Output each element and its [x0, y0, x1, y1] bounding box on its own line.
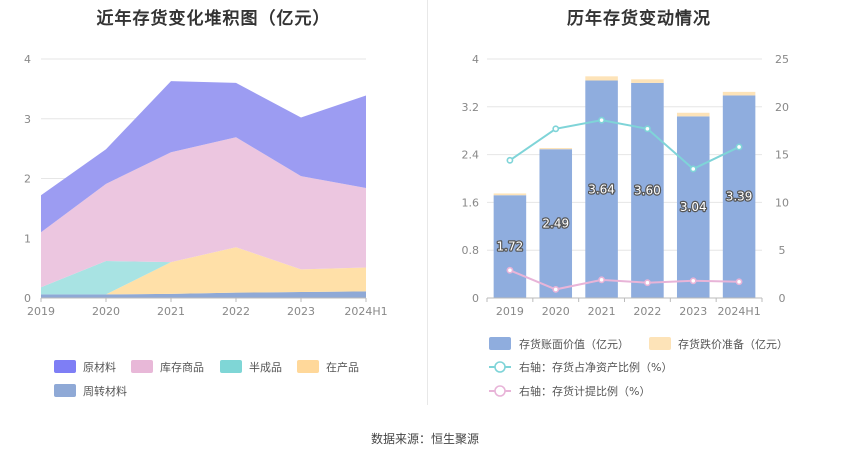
x-tick-label: 2023	[679, 305, 707, 318]
legend-swatch	[54, 384, 76, 397]
legend-label: 右轴：存货占净资产比例（%）	[519, 360, 672, 374]
line-point	[598, 116, 605, 124]
x-tick-label: 2022	[633, 305, 661, 318]
reserve-bar-2022	[631, 79, 664, 83]
line-point	[644, 279, 651, 287]
y-tick-label: 3.2	[462, 101, 480, 114]
area-在产品	[41, 247, 366, 295]
legend-swatch	[297, 360, 319, 373]
y2-tick-label: 15	[775, 149, 789, 162]
legend-marker	[494, 361, 506, 373]
y-tick-label: 1	[24, 232, 31, 245]
y-tick-label: 2.4	[462, 149, 480, 162]
y2-tick-label: 25	[775, 53, 789, 66]
line-point	[644, 125, 651, 133]
area-半成品	[41, 247, 366, 295]
x-tick-label: 2022	[222, 305, 250, 318]
legend-label: 存货跌价准备（亿元）	[678, 337, 788, 351]
y-tick-label: 3	[24, 113, 31, 126]
panel-divider	[427, 0, 428, 405]
legend-swatch	[220, 360, 242, 373]
area-库存商品	[41, 137, 366, 288]
reserve-bar-2020	[539, 148, 573, 150]
bar-2022	[631, 82, 664, 299]
bar-value-label: 3.04	[680, 200, 707, 214]
y-tick-label: 4	[24, 53, 31, 66]
legend-swatch	[54, 360, 76, 373]
bar-2019	[493, 195, 527, 298]
line-point	[506, 156, 514, 164]
bar-value-label: 3.39	[726, 190, 753, 204]
y-tick-label: 0	[472, 292, 479, 305]
legend-label: 原材料	[83, 360, 116, 374]
right-chart-title: 历年存货变动情况	[567, 9, 711, 29]
line-point	[689, 165, 697, 173]
legend-swatch	[649, 337, 671, 350]
data-source-note: 数据来源：恒生聚源	[370, 432, 479, 446]
bar-2021	[585, 80, 618, 298]
bar-value-label: 1.72	[497, 240, 524, 254]
y2-tick-label: 5	[779, 244, 786, 257]
x-tick-label: 2020	[92, 305, 120, 318]
legend-label: 存货账面价值（亿元）	[519, 337, 629, 351]
y-tick-label: 2	[24, 173, 31, 186]
line-point	[598, 276, 605, 284]
legend-swatch	[131, 360, 153, 373]
line-point	[552, 285, 560, 293]
legend-swatch	[489, 337, 511, 350]
legend-label: 周转材料	[83, 384, 127, 398]
reserve-bar-2021	[585, 76, 618, 81]
y-tick-label: 0	[24, 292, 31, 305]
legend-label: 半成品	[249, 360, 282, 374]
line-point	[689, 277, 697, 285]
x-tick-label: 2021	[157, 305, 185, 318]
y2-tick-label: 20	[775, 101, 789, 114]
bar-2024H1	[722, 95, 756, 298]
legend-label: 在产品	[326, 360, 359, 374]
bar-value-label: 2.49	[542, 217, 569, 231]
line-右轴：存货计提比例（%）	[509, 269, 740, 291]
x-tick-label: 2024H1	[717, 305, 760, 318]
line-point	[735, 143, 743, 151]
x-tick-label: 2020	[542, 305, 570, 318]
line-point	[735, 278, 743, 286]
y2-tick-label: 10	[775, 196, 789, 209]
reserve-bar-2023	[676, 112, 710, 117]
y2-tick-label: 0	[779, 292, 786, 305]
bar-value-label: 3.60	[634, 183, 661, 197]
left-chart-title: 近年存货变化堆积图（亿元）	[96, 9, 331, 29]
bar-value-label: 3.64	[588, 182, 615, 196]
line-point	[506, 266, 514, 274]
area-原材料	[41, 81, 366, 233]
x-tick-label: 2024H1	[344, 305, 387, 318]
legend-marker	[494, 385, 506, 397]
stacked-area-chart: 0 1 2 3 4 2019 2020 2021 2022 2023 2024H1 原材料 库存商品 半成…	[24, 53, 388, 398]
reserve-bar-2024H1	[722, 91, 756, 96]
y-tick-label: 0.8	[462, 244, 480, 257]
x-tick-label: 2019	[27, 305, 55, 318]
inventory-bar-line-chart: 0 0.8 1.6 2.4 3.2 4 0 5 10 15 20 25 1.72 2.49 3.64 3.60…	[462, 53, 790, 398]
y-tick-label: 4	[472, 53, 479, 66]
line-右轴：存货占净资产比例（%）	[509, 119, 740, 171]
x-tick-label: 2019	[496, 305, 524, 318]
legend-label: 右轴：存货计提比例（%）	[519, 384, 650, 398]
y-tick-label: 1.6	[462, 196, 480, 209]
legend-label: 库存商品	[160, 360, 204, 374]
line-point	[552, 125, 560, 133]
x-tick-label: 2023	[287, 305, 315, 318]
area-周转材料	[41, 291, 366, 298]
bar-2020	[539, 149, 573, 298]
bar-2023	[676, 116, 710, 298]
x-tick-label: 2021	[588, 305, 616, 318]
reserve-bar-2019	[493, 193, 527, 196]
